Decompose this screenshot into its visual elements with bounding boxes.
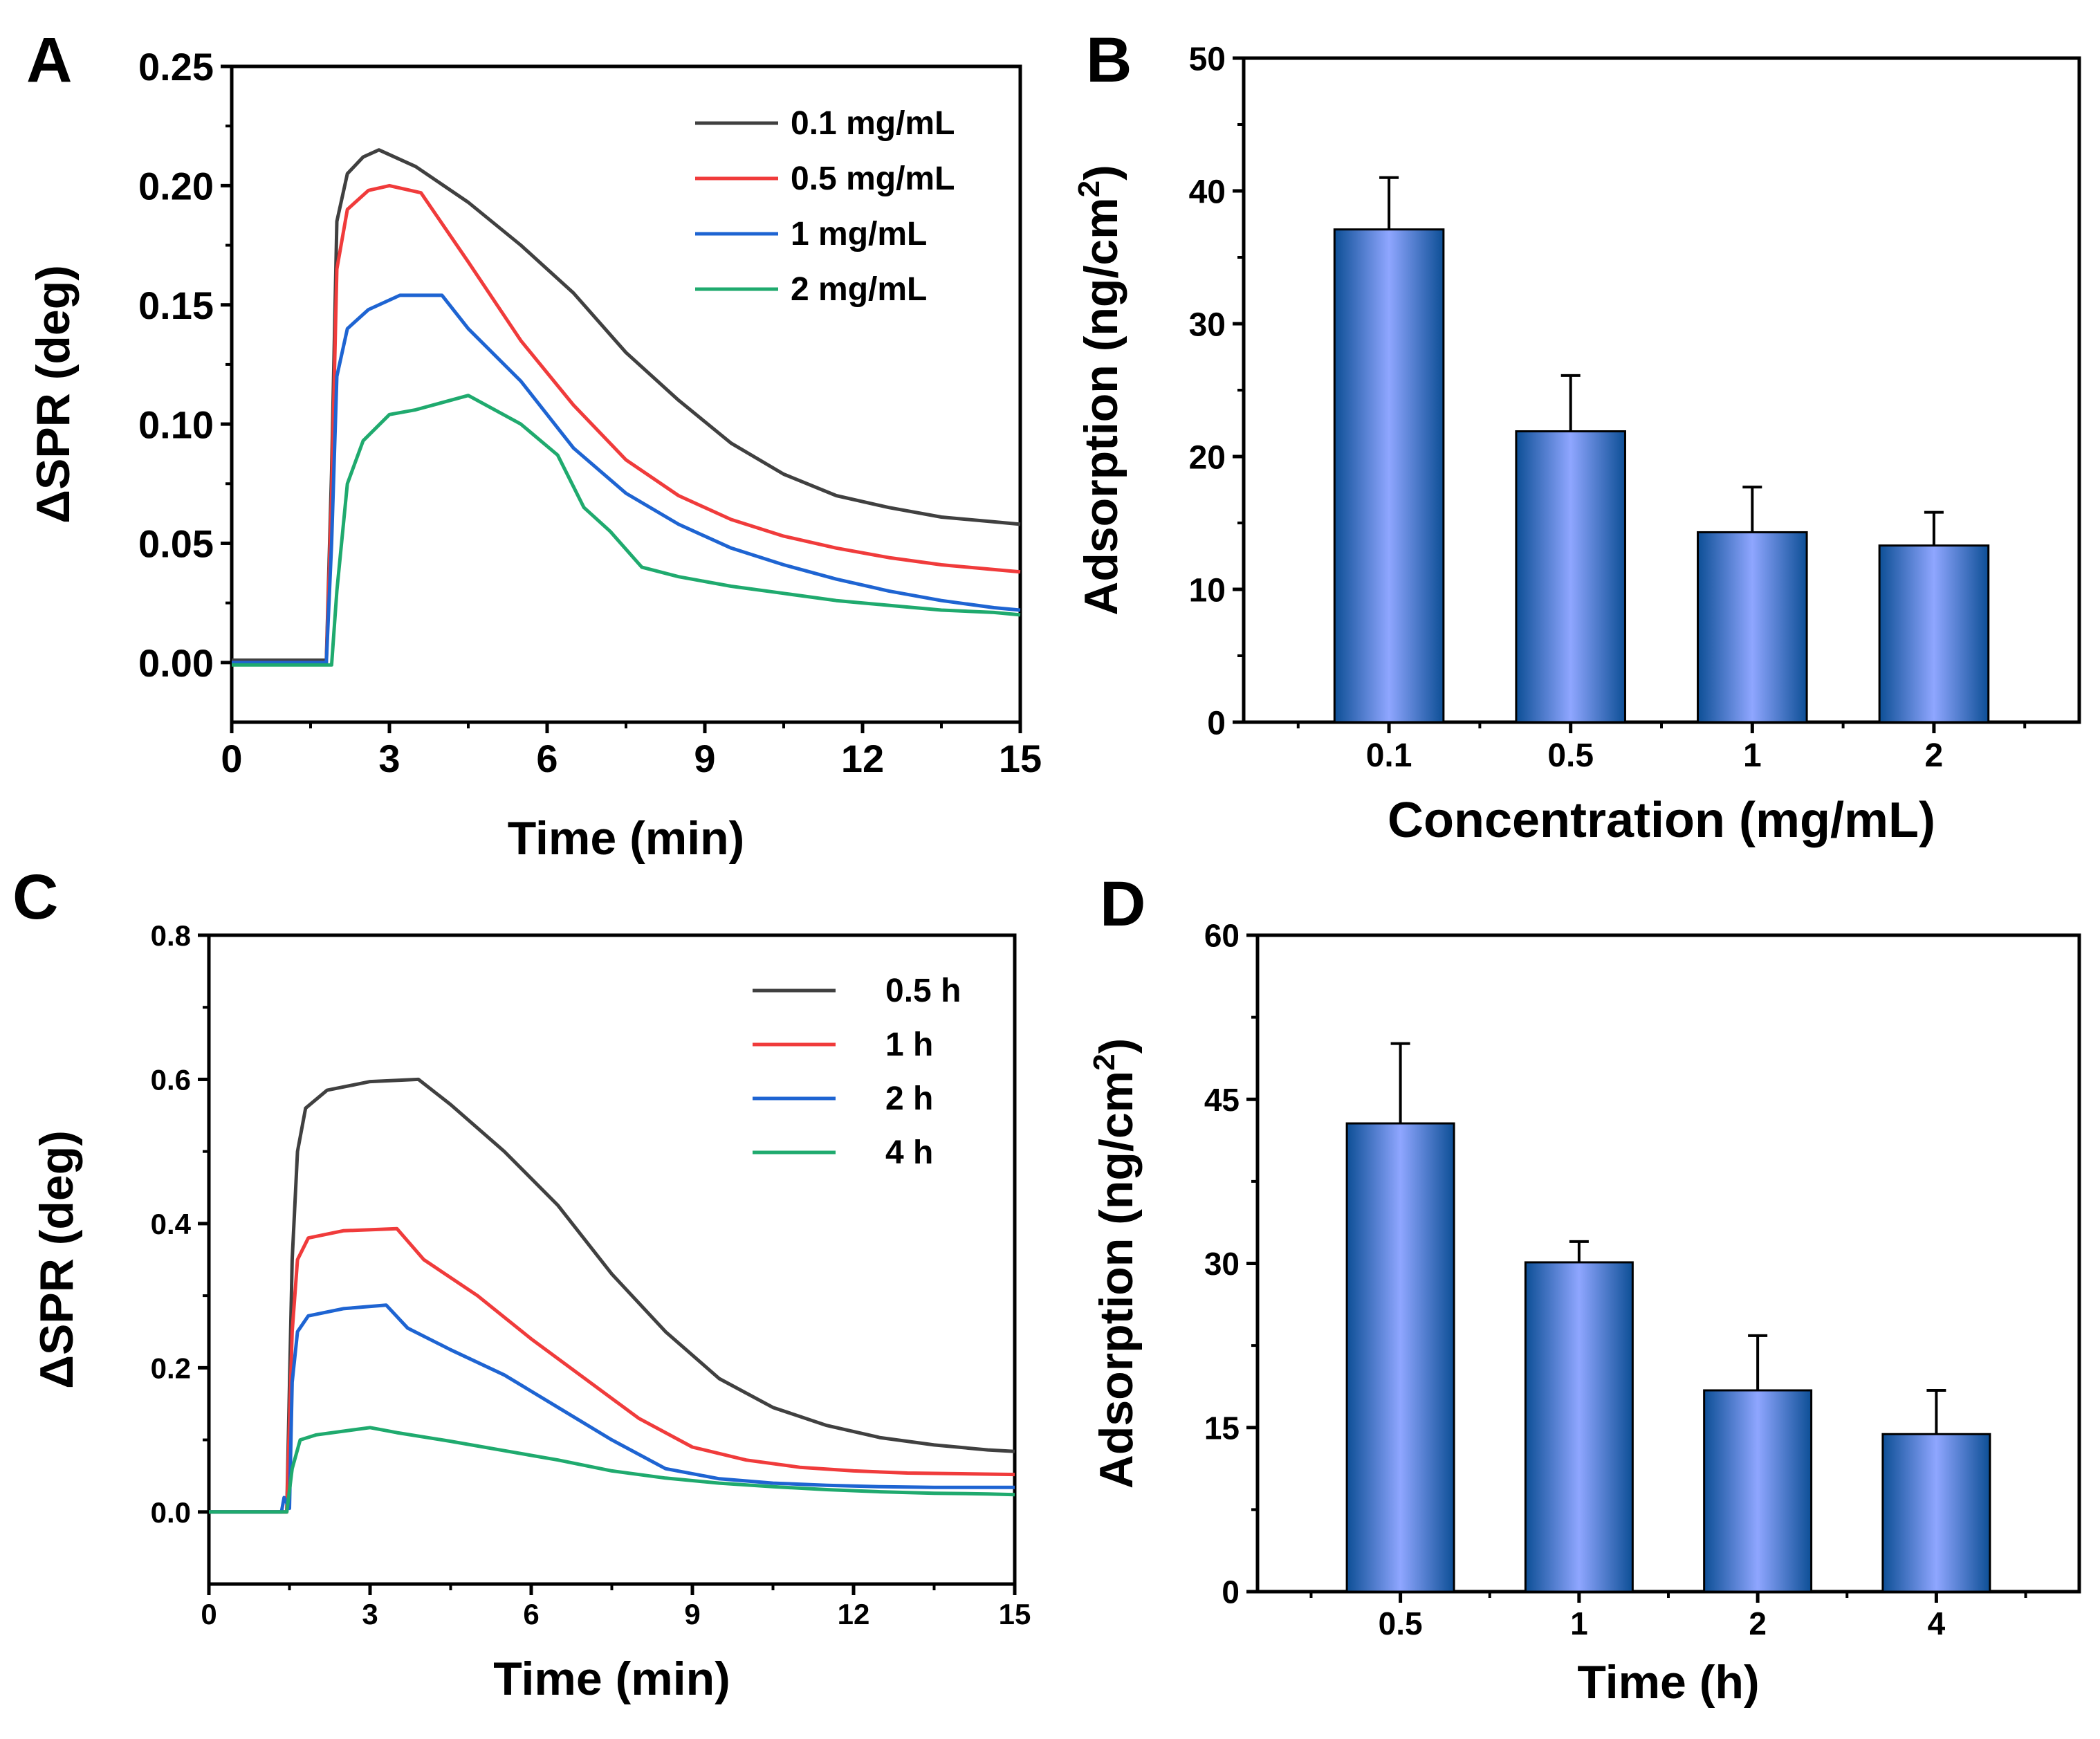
bar-1	[1515, 430, 1626, 724]
legend-label-1: 1 h	[885, 1027, 933, 1063]
y-tick-label: 0	[1222, 1574, 1240, 1610]
y-tick-label: 0.2	[151, 1352, 191, 1384]
y-tick-label: 0	[1207, 705, 1226, 742]
series-line-0	[209, 1077, 1015, 1514]
panel-a-line-chart: 0 3 6 9 12 15 0.00 0.05 0.10 0.15 0.20 0.25 0.1 mg/m…	[27, 45, 1042, 865]
x-tick-label: 1	[1570, 1605, 1588, 1641]
y-tick-label: 0.00	[138, 641, 214, 685]
bar-3	[1881, 1433, 1991, 1593]
x-tick-label: 0.5	[1379, 1605, 1423, 1641]
x-tick-label: 0	[201, 1598, 217, 1630]
panel-c-line-chart: 0 3 6 9 12 15 0.0 0.2 0.4 0.6 0.8 0.5 h 1 h 2 h 4 h Tim…	[30, 919, 1031, 1705]
series-line-3	[232, 394, 1021, 667]
x-tick-label: 0.1	[1366, 737, 1412, 774]
x-tick-label: 3	[378, 737, 400, 780]
x-tick-label: 1	[1743, 737, 1762, 774]
y-tick-label: 0.05	[138, 522, 214, 566]
y-axis-label: Adsorption (ng/cm2)	[1087, 1038, 1143, 1489]
legend-label-3: 2 mg/mL	[791, 271, 927, 308]
bar-2	[1697, 531, 1808, 724]
y-axis-label-main: Adsorption (ng/cm	[1075, 197, 1127, 615]
bar-2	[1703, 1389, 1813, 1593]
y-axis-label-close: )	[1090, 1038, 1143, 1054]
legend-label-2: 2 h	[885, 1080, 933, 1117]
y-tick-label: 0.15	[138, 284, 214, 327]
x-axis-label: Time (min)	[508, 812, 745, 865]
panel-letter-a: A	[26, 25, 72, 95]
panel-d-bar-chart: 0 15 30 45 60 0.5 1 2 4 Time (h) Adsorption (ng/cm…	[1087, 918, 2081, 1709]
y-tick-label: 15	[1204, 1410, 1240, 1446]
y-axis-label-superscript: 2	[1087, 1053, 1121, 1070]
y-tick-label: 0.20	[138, 165, 214, 208]
x-tick-label: 0	[221, 737, 242, 780]
y-axis-label-close: )	[1075, 165, 1127, 181]
x-tick-label: 0.5	[1547, 737, 1594, 774]
y-axis-label: Adsorption (ng/cm2)	[1072, 165, 1127, 616]
legend-label-0: 0.5 h	[885, 973, 961, 1009]
x-tick-label: 3	[362, 1598, 378, 1630]
x-tick-label: 9	[694, 737, 715, 780]
y-tick-label: 40	[1189, 174, 1226, 210]
y-tick-label: 0.4	[151, 1208, 192, 1240]
panel-letter-c: C	[12, 862, 58, 932]
y-tick-label: 10	[1189, 572, 1226, 609]
x-tick-label: 2	[1925, 737, 1944, 774]
series-line-3	[209, 1426, 1015, 1514]
legend-label-1: 0.5 mg/mL	[791, 160, 955, 197]
y-axis-label: ΔSPR (deg)	[30, 1130, 83, 1389]
x-tick-label: 9	[684, 1598, 700, 1630]
x-tick-label: 12	[838, 1598, 870, 1630]
y-axis-label-main: Adsorption (ng/cm	[1090, 1071, 1143, 1489]
y-tick-label: 20	[1189, 439, 1226, 476]
y-tick-label: 0.6	[151, 1064, 191, 1096]
y-tick-label: 0.8	[151, 919, 191, 952]
series-line-0	[232, 148, 1021, 662]
x-tick-label: 4	[1928, 1605, 1946, 1641]
y-axis-label-superscript: 2	[1072, 181, 1106, 197]
y-tick-label: 0.10	[138, 403, 214, 446]
series-line-2	[232, 293, 1021, 665]
legend-label-3: 4 h	[885, 1134, 933, 1171]
y-tick-label: 30	[1204, 1246, 1240, 1282]
bar-0	[1333, 228, 1445, 724]
x-axis-label: Time (min)	[493, 1653, 730, 1705]
x-axis-label: Concentration (mg/mL)	[1388, 793, 1935, 848]
legend-label-0: 0.1 mg/mL	[791, 105, 955, 142]
x-axis-label: Time (h)	[1577, 1656, 1759, 1709]
y-tick-label: 60	[1204, 918, 1240, 954]
y-tick-label: 50	[1189, 41, 1226, 77]
x-tick-label: 15	[999, 737, 1042, 780]
panel-b-bar-chart: 0 10 20 30 40 50 0.1 0.5 1 2 Concentration (mg/mL)…	[1072, 41, 2081, 848]
series-line-2	[209, 1303, 1015, 1514]
panel-letter-b: B	[1086, 25, 1132, 95]
x-tick-label: 15	[999, 1598, 1031, 1630]
panel-letter-d: D	[1100, 869, 1145, 939]
bar-0	[1345, 1122, 1455, 1593]
x-tick-label: 6	[536, 737, 558, 780]
y-axis-label: ΔSPR (deg)	[27, 265, 80, 524]
x-tick-label: 2	[1749, 1605, 1767, 1641]
y-tick-label: 45	[1204, 1082, 1240, 1118]
y-tick-label: 0.0	[151, 1496, 191, 1529]
legend-label-2: 1 mg/mL	[791, 216, 927, 252]
bar-1	[1524, 1261, 1634, 1593]
y-tick-label: 0.25	[138, 45, 214, 89]
x-tick-label: 12	[841, 737, 884, 780]
series-line-1	[209, 1226, 1015, 1514]
x-tick-label: 6	[523, 1598, 539, 1630]
y-tick-label: 30	[1189, 306, 1226, 343]
series-line-1	[232, 183, 1021, 665]
bar-3	[1878, 544, 1990, 724]
